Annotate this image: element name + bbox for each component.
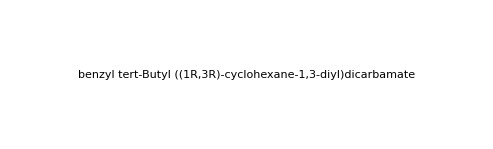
Text: benzyl tert-Butyl ((1R,3R)-cyclohexane-1,3-diyl)dicarbamate: benzyl tert-Butyl ((1R,3R)-cyclohexane-1…	[78, 69, 415, 80]
